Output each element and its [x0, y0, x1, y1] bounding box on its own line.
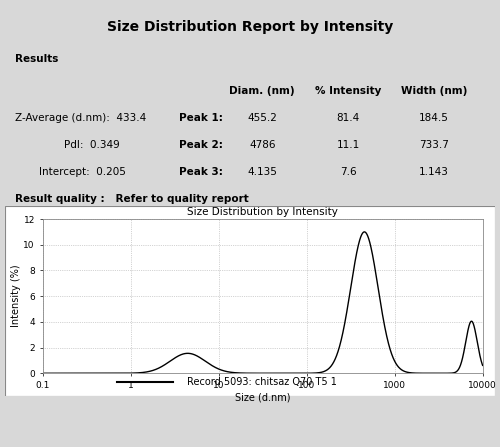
Text: PdI:  0.349: PdI: 0.349 [64, 139, 120, 150]
Text: 184.5: 184.5 [419, 113, 448, 122]
Text: Diam. (nm): Diam. (nm) [230, 86, 295, 96]
Text: 81.4: 81.4 [336, 113, 359, 122]
Y-axis label: Intensity (%): Intensity (%) [10, 265, 20, 328]
Text: Result quality :   Refer to quality report: Result quality : Refer to quality report [15, 194, 248, 203]
Text: 11.1: 11.1 [336, 139, 359, 150]
Text: Peak 2:: Peak 2: [179, 139, 223, 150]
Text: Record 5093: chitsaz Q70 T5 1: Record 5093: chitsaz Q70 T5 1 [187, 377, 337, 387]
Text: Z-Average (d.nm):  433.4: Z-Average (d.nm): 433.4 [15, 113, 146, 122]
Text: 4786: 4786 [249, 139, 276, 150]
Text: 455.2: 455.2 [248, 113, 277, 122]
Title: Size Distribution by Intensity: Size Distribution by Intensity [187, 207, 338, 217]
Text: 733.7: 733.7 [419, 139, 448, 150]
Text: Size Distribution Report by Intensity: Size Distribution Report by Intensity [107, 20, 393, 34]
Text: Results: Results [15, 54, 58, 64]
Text: 4.135: 4.135 [248, 167, 277, 177]
Text: 1.143: 1.143 [419, 167, 448, 177]
Text: Peak 1:: Peak 1: [179, 113, 223, 122]
Text: % Intensity: % Intensity [315, 86, 381, 96]
Text: Peak 3:: Peak 3: [179, 167, 223, 177]
X-axis label: Size (d.nm): Size (d.nm) [235, 392, 290, 403]
Text: Intercept:  0.205: Intercept: 0.205 [40, 167, 126, 177]
Text: 7.6: 7.6 [340, 167, 356, 177]
Text: Width (nm): Width (nm) [400, 86, 467, 96]
FancyBboxPatch shape [5, 206, 495, 396]
